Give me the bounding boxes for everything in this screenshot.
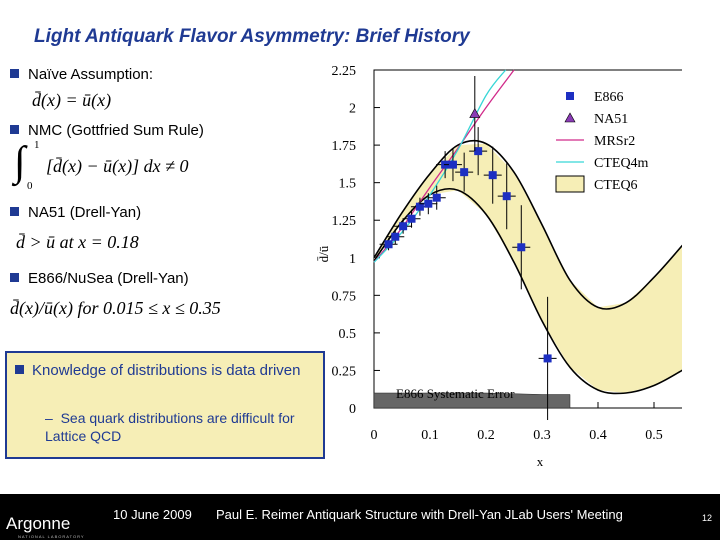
bullet-e866: E866/NuSea (Drell-Yan): [10, 270, 189, 287]
bullet-square-icon: [10, 69, 19, 78]
bullet-nmc: NMC (Gottfried Sum Rule): [10, 122, 204, 139]
y-tick-label: 1.25: [332, 214, 357, 229]
systematic-error-band: [373, 392, 571, 409]
y-tick-label: 0: [349, 402, 356, 417]
math-e866: d̄(x)/ū(x) for 0.015 ≤ x ≤ 0.35: [10, 298, 221, 318]
bullet-square-icon: [15, 365, 24, 374]
y-tick-label: 0.5: [339, 327, 357, 342]
e866-point: [432, 193, 441, 202]
legend-label: NA51: [594, 112, 628, 127]
ratio-chart: 0 0.25 0.5 0.75 1 1.25 1.5 1.75 2 2.25 0 0.1 0.2 0.3 0…: [316, 64, 682, 468]
x-axis-label: x: [537, 454, 544, 468]
y-tick-label: 0.75: [332, 289, 357, 304]
e866-point: [384, 240, 393, 249]
x-tick-label: 0: [371, 428, 378, 443]
slide-title: Light Antiquark Flavor Asymmetry: Brief …: [34, 26, 470, 47]
x-tick-label: 0.1: [421, 428, 439, 443]
bullet-na51: NA51 (Drell-Yan): [10, 204, 141, 221]
footer-date: 10 June 2009: [113, 507, 192, 522]
y-tick-label: 1: [349, 252, 356, 267]
footer-bar: Argonne NATIONAL LABORATORY 10 June 2009…: [0, 494, 720, 540]
systematic-error-label: E866 Systematic Error: [396, 386, 515, 401]
e866-point: [488, 171, 497, 180]
bullet-square-icon: [10, 207, 19, 216]
math-naive: d̄(x) = ū(x): [32, 90, 112, 110]
argonne-logo: Argonne: [6, 514, 71, 533]
cteq6-band: [374, 143, 682, 393]
e866-point: [415, 202, 424, 211]
e866-point: [407, 214, 416, 223]
e866-point: [502, 192, 511, 201]
legend-label: CTEQ6: [594, 178, 638, 193]
bullet-naive: Naïve Assumption:: [10, 66, 153, 83]
bullet-square-icon: [10, 273, 19, 282]
e866-point: [474, 147, 483, 156]
dash-icon: –: [45, 410, 61, 426]
bullet-label: Naïve Assumption:: [28, 66, 154, 83]
e866-point: [448, 160, 457, 169]
y-axis-label: d̄/ū: [316, 245, 331, 262]
box-subbullet: – Sea quark distributions are difficult …: [45, 409, 315, 445]
legend-label: MRSr2: [594, 134, 635, 149]
bullet-square-icon: [10, 125, 19, 134]
integral-upper: 1: [34, 139, 40, 151]
x-tick-label: 0.3: [533, 428, 551, 443]
box-bullet-text: Knowledge of distributions is data drive…: [32, 362, 301, 379]
e866-point: [391, 232, 400, 241]
e866-point: [424, 199, 433, 208]
legend-cteq6-swatch: [555, 175, 585, 193]
x-tick-label: 0.2: [477, 428, 495, 443]
legend-na51-swatch: [564, 112, 576, 123]
e866-point: [517, 243, 526, 252]
integral-lower: 0: [27, 180, 33, 192]
na51-point: [469, 107, 481, 118]
bullet-label: NA51 (Drell-Yan): [28, 204, 142, 221]
math-nmc: [d̄(x) − ū(x)] dx ≠ 0: [46, 156, 189, 176]
e866-point: [399, 222, 408, 231]
y-tick-label: 1.75: [332, 139, 357, 154]
integral-sign-icon: ∫: [14, 139, 26, 185]
argonne-logo-sub: NATIONAL LABORATORY: [18, 534, 85, 539]
bullet-label: NMC (Gottfried Sum Rule): [28, 122, 204, 139]
box-bullet: Knowledge of distributions is data drive…: [15, 361, 315, 381]
y-tick-label: 1.5: [339, 177, 357, 192]
summary-box: Knowledge of distributions is data drive…: [5, 351, 325, 459]
page-number: 12: [702, 513, 713, 523]
y-tick-label: 0.25: [332, 364, 357, 379]
e866-point: [460, 168, 469, 177]
y-tick-label: 2: [349, 102, 356, 117]
y-tick-label: 2.25: [332, 64, 357, 79]
math-na51: d̄ > ū at x = 0.18: [16, 232, 139, 252]
x-tick-label: 0.5: [645, 428, 663, 443]
legend-e866-swatch: [566, 92, 574, 100]
footer-credit: Paul E. Reimer Antiquark Structure with …: [216, 507, 623, 522]
box-subbullet-text: Sea quark distributions are difficult fo…: [45, 410, 295, 444]
x-tick-label: 0.4: [589, 428, 607, 443]
bullet-label: E866/NuSea (Drell-Yan): [28, 270, 189, 287]
legend-label: CTEQ4m: [594, 156, 649, 171]
cteq6-upper-curve: [373, 139, 682, 310]
legend-label: E866: [594, 90, 624, 105]
e866-point: [543, 354, 552, 363]
cteq4m-curve: [373, 69, 507, 263]
